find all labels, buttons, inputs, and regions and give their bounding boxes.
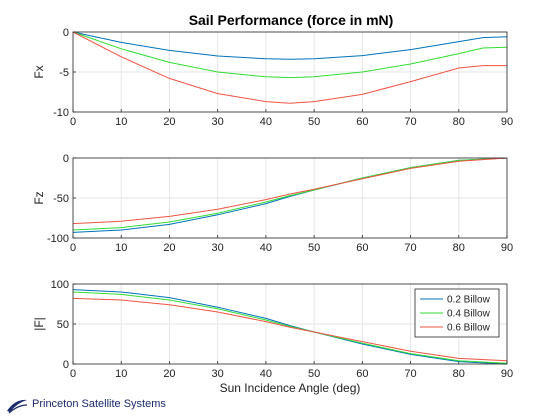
x-tick-label: 80	[453, 116, 465, 128]
x-tick-label: 80	[453, 368, 465, 380]
x-tick-label: 50	[308, 242, 320, 254]
x-tick-label: 40	[260, 242, 272, 254]
x-tick-label: 10	[115, 116, 127, 128]
y-axis-label: Fx	[32, 65, 46, 78]
x-tick-label: 0	[70, 368, 76, 380]
subplot-1: 0 10 20 30 40 50 60 70 80 90 -10 -5 0 Fx	[32, 27, 513, 128]
x-tick-label: 0	[70, 242, 76, 254]
series-line-3	[72, 31, 507, 104]
y-axis-label: |F|	[32, 317, 46, 331]
x-tick-label: 20	[163, 242, 175, 254]
x-tick-label: 40	[260, 116, 272, 128]
subplot-2: 0 10 20 30 40 50 60 70 80 90 -100 -50 0 Fz	[32, 153, 513, 254]
x-tick-label: 70	[404, 368, 416, 380]
x-tick-label: 20	[163, 116, 175, 128]
series-line-2	[72, 157, 508, 231]
x-tick-label: 90	[501, 242, 513, 254]
y-tick-label: -50	[53, 193, 69, 205]
x-tick-label: 30	[212, 116, 224, 128]
y-tick-label: 0	[63, 153, 69, 165]
company-logo: Princeton Satellite Systems	[6, 396, 206, 416]
series-line-3	[72, 297, 508, 362]
x-tick-label: 70	[404, 242, 416, 254]
x-tick-label: 30	[212, 242, 224, 254]
series-line-3	[72, 157, 508, 225]
y-tick-label: 0	[63, 359, 69, 371]
plot-frame	[72, 31, 508, 113]
x-tick-label: 50	[308, 368, 320, 380]
company-name: Princeton Satellite Systems	[32, 398, 166, 410]
x-tick-label: 90	[501, 116, 513, 128]
x-tick-label: 0	[70, 116, 76, 128]
plot-frame	[72, 157, 508, 239]
x-tick-label: 90	[501, 368, 513, 380]
y-tick-label: 0	[63, 27, 69, 39]
x-tick-label: 70	[404, 116, 416, 128]
series-line-2	[72, 31, 508, 79]
x-tick-label: 10	[115, 368, 127, 380]
y-axis-label: Fz	[32, 191, 46, 204]
x-axis-label: Sun Incidence Angle (deg)	[220, 381, 361, 395]
y-tick-label: -10	[53, 107, 69, 119]
plot-frame	[72, 283, 508, 365]
x-tick-label: 10	[115, 242, 127, 254]
y-tick-label: -100	[47, 233, 69, 245]
x-tick-label: 60	[356, 368, 368, 380]
x-tick-label: 80	[453, 242, 465, 254]
subplot-3: 0 10 20 30 40 50 60 70 80 90 0 50 100 |F| Sun Incidenc…	[32, 279, 513, 395]
x-tick-label: 20	[163, 368, 175, 380]
logo-swoosh-icon	[7, 399, 28, 414]
legend-entry: 0.4 Billow	[447, 309, 491, 320]
x-tick-label: 50	[308, 116, 320, 128]
series-line-2	[72, 291, 508, 364]
legend-entry: 0.6 Billow	[447, 323, 491, 334]
x-tick-label: 40	[260, 368, 272, 380]
figure-title: Sail Performance (force in mN)	[189, 12, 394, 28]
x-tick-label: 60	[356, 116, 368, 128]
y-tick-label: 50	[57, 319, 69, 331]
x-tick-label: 30	[212, 368, 224, 380]
legend-entry: 0.2 Billow	[447, 295, 491, 306]
series-line-1	[72, 31, 508, 60]
x-tick-label: 60	[356, 242, 368, 254]
series-line-1	[72, 289, 508, 365]
legend: 0.2 Billow 0.4 Billow 0.6 Billow	[414, 288, 500, 338]
y-tick-label: -5	[59, 67, 69, 79]
y-tick-label: 100	[51, 279, 69, 291]
